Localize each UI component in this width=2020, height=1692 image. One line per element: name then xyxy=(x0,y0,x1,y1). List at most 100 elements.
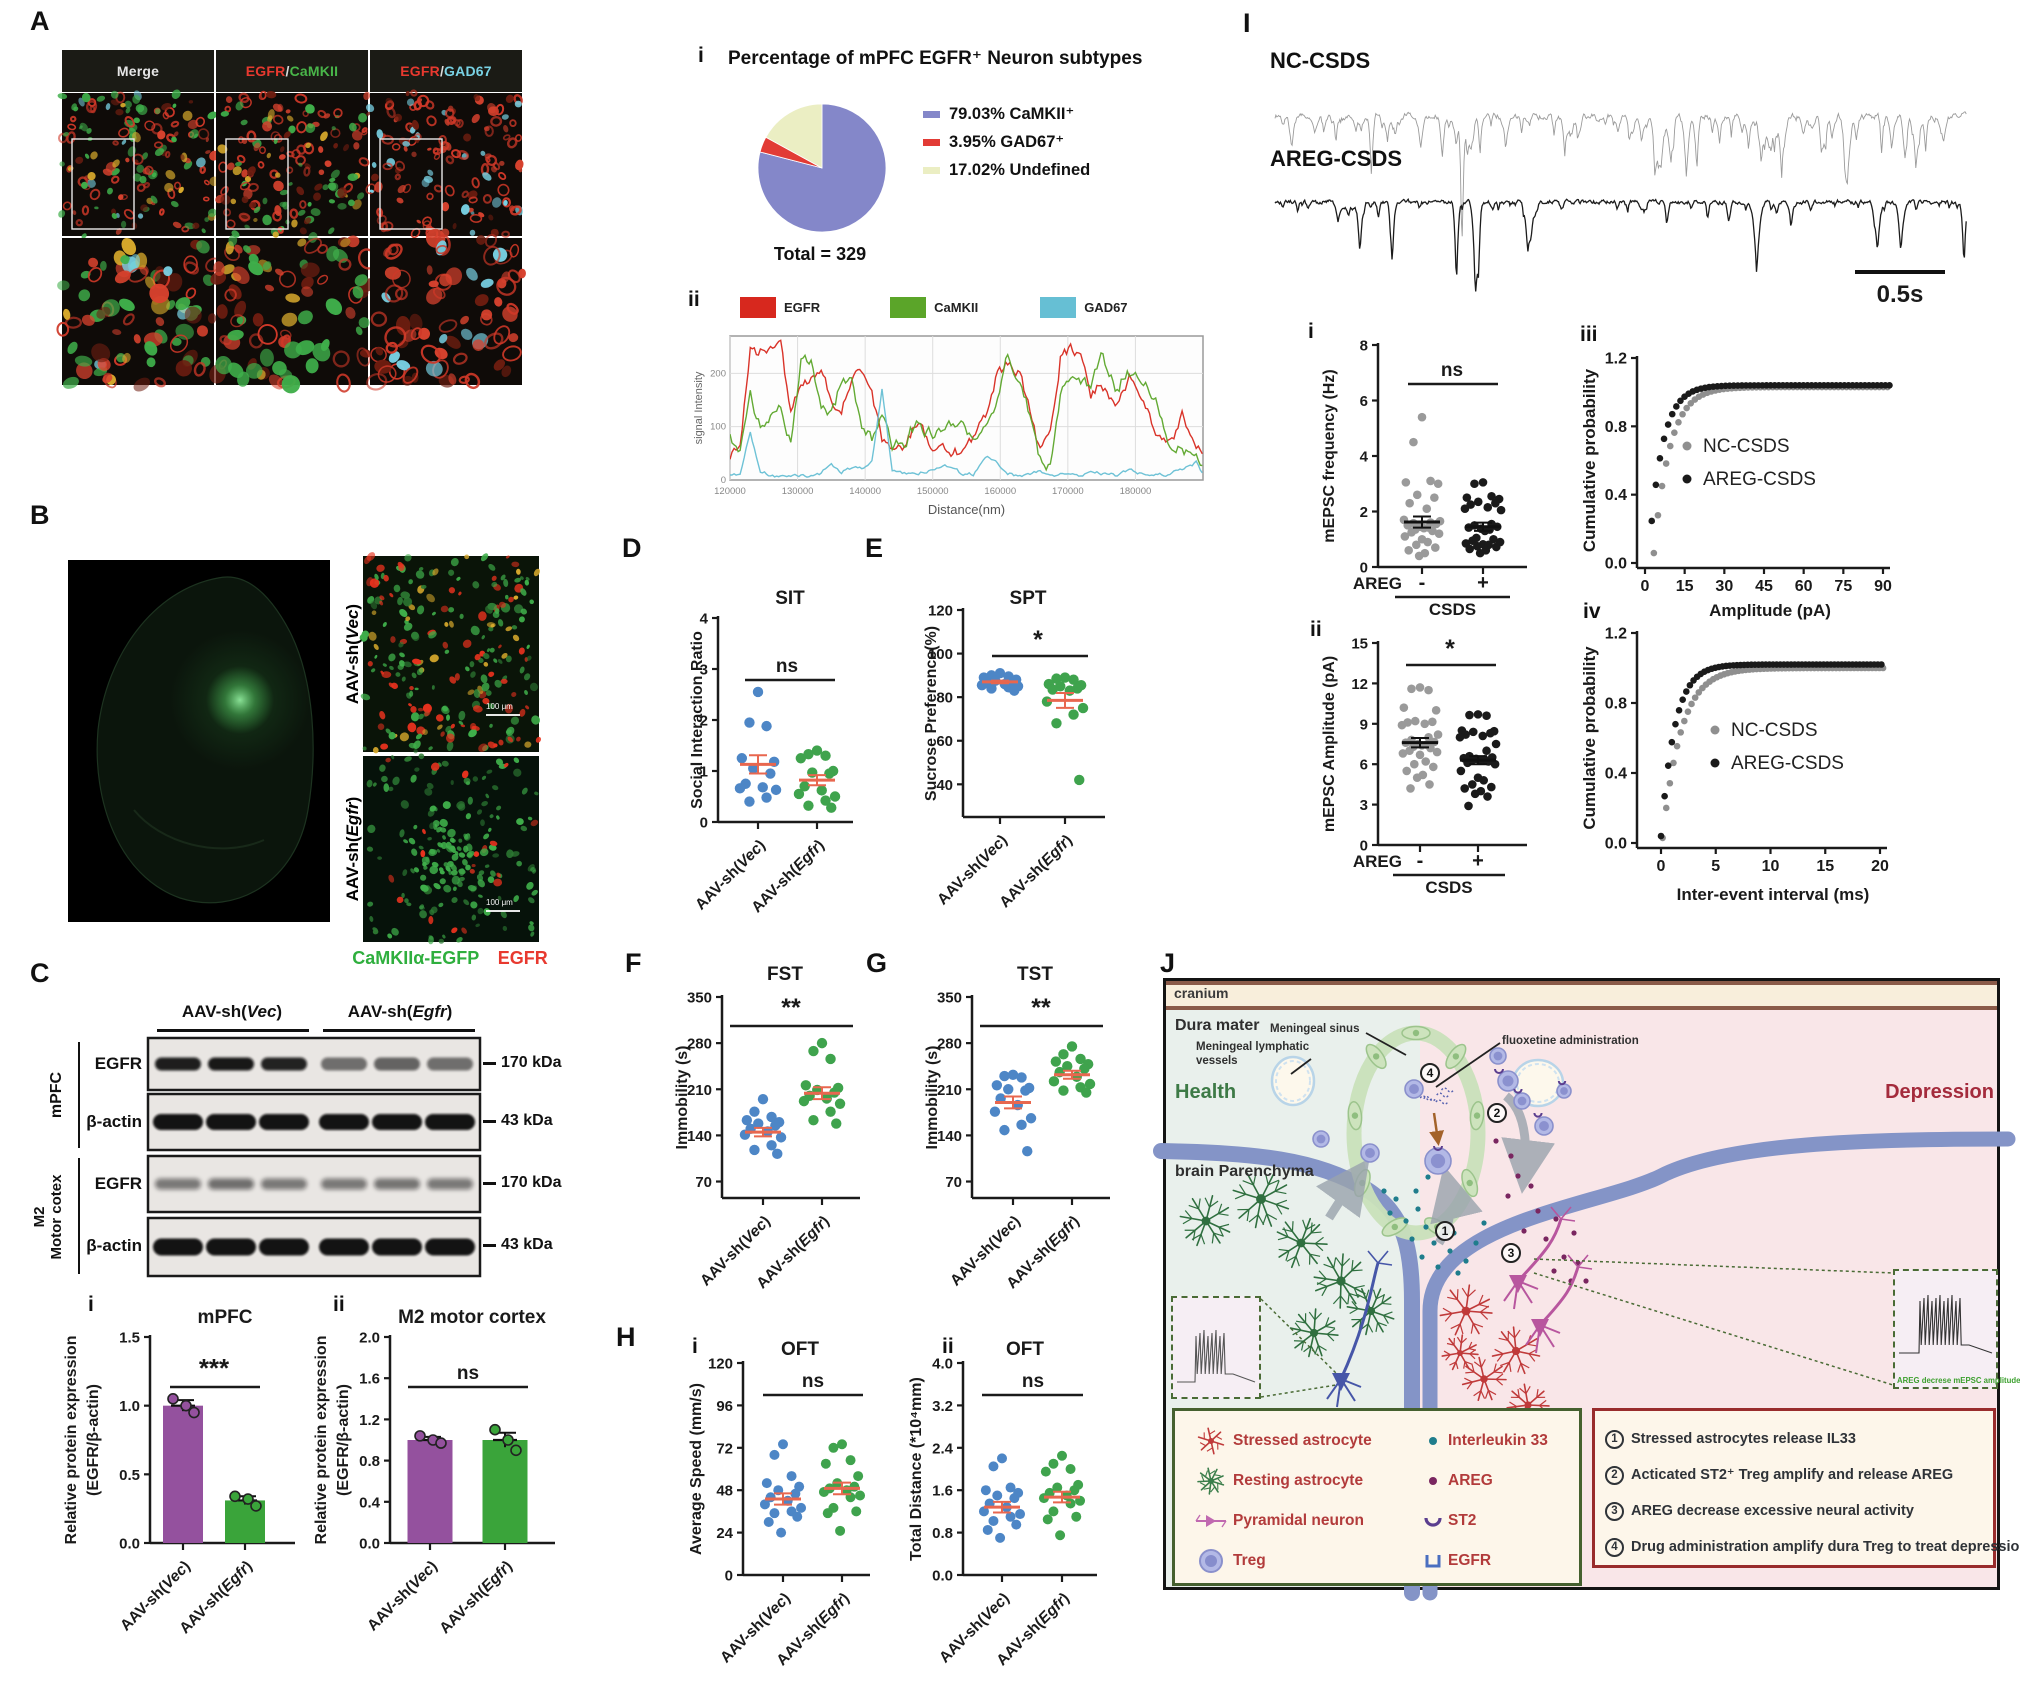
svg-text:0: 0 xyxy=(1360,560,1368,577)
svg-text:210: 210 xyxy=(937,1082,962,1099)
schematic-step-2-marker: 2 xyxy=(1487,1103,1507,1123)
svg-text:AAV-sh(Vec): AAV-sh(Vec) xyxy=(364,1558,441,1635)
svg-text:10: 10 xyxy=(1762,858,1780,875)
blot-mpfc-actin xyxy=(146,1092,482,1152)
svg-text:3.2: 3.2 xyxy=(932,1398,953,1415)
legend-treg: Treg xyxy=(1233,1552,1266,1569)
blot-m2-egfr xyxy=(146,1154,482,1214)
svg-text:0.8: 0.8 xyxy=(359,1453,380,1470)
profile-legend-egfr: EGFR xyxy=(784,300,821,315)
step-2-number: 2 xyxy=(1605,1465,1624,1485)
profile-legend-camkii: CaMKII xyxy=(934,300,979,315)
micrograph-header-merge: Merge xyxy=(62,50,214,92)
wb-row-actin-m2: β-actin xyxy=(86,1236,142,1255)
svg-text:+: + xyxy=(1472,850,1484,872)
header-merge-part1: Merge xyxy=(116,63,160,79)
schematic-drawing xyxy=(1153,1025,2016,1601)
trace-label-areg-csds: AREG-CSDS xyxy=(1270,146,1403,171)
egfr-suffix: ) xyxy=(343,796,362,803)
wb-dash-4 xyxy=(483,1244,496,1247)
areg-icon xyxy=(1418,1464,1448,1498)
svg-text:0.0: 0.0 xyxy=(359,1536,380,1553)
svg-text:100: 100 xyxy=(928,646,953,663)
wb-bracket-mpfc xyxy=(78,1042,80,1148)
wb-group-egfr: AAV-sh(Egfr) xyxy=(320,1002,480,1022)
panel-c-sub-ii: ii xyxy=(333,1293,345,1316)
pie-legend-label-camkii: 79.03% CaMKII⁺ xyxy=(949,105,1075,123)
svg-text:80: 80 xyxy=(936,690,953,707)
svg-text:(EGFR/β-actin): (EGFR/β-actin) xyxy=(335,1384,352,1496)
step-row-2: 2 Acticated ST2⁺ Treg amplify and release… xyxy=(1605,1457,1985,1493)
svg-text:0.8: 0.8 xyxy=(932,1525,953,1542)
svg-text:9: 9 xyxy=(1360,716,1368,733)
st2-icon xyxy=(1418,1504,1448,1538)
vec-suffix: ) xyxy=(343,603,362,610)
scalebar-egfr xyxy=(486,910,520,912)
step-1-text: Stressed astrocytes release IL33 xyxy=(1631,1431,1856,1447)
wb-dash-1 xyxy=(483,1062,496,1065)
wb-dash-3 xyxy=(483,1182,496,1185)
svg-text:Immobility (s): Immobility (s) xyxy=(924,1045,941,1149)
micrograph-egfr-gad67-top xyxy=(365,89,524,240)
profile-swatch-camkii xyxy=(890,297,927,318)
panel-g-letter: G xyxy=(866,948,888,978)
micrograph-egfr-camkii-top xyxy=(215,90,371,238)
svg-text:90: 90 xyxy=(1874,578,1892,595)
svg-text:140: 140 xyxy=(687,1128,712,1145)
svg-text:15: 15 xyxy=(1816,858,1834,875)
svg-text:+: + xyxy=(1477,572,1489,594)
header2-part2: / xyxy=(285,63,290,79)
schematic-step-4-marker: 4 xyxy=(1420,1063,1440,1083)
svg-text:15: 15 xyxy=(1676,578,1694,595)
svg-text:8: 8 xyxy=(1360,338,1368,355)
meningeal-lymphatic-label-1: Meningeal lymphatic xyxy=(1196,1041,1310,1053)
legend-row-1: Stressed astrocyte Interleukin 33 xyxy=(1189,1421,1573,1461)
svg-text:210: 210 xyxy=(687,1082,712,1099)
svg-text:350: 350 xyxy=(687,990,712,1007)
svg-text:60: 60 xyxy=(1795,578,1813,595)
cranium-band xyxy=(1166,981,1997,1010)
panel-j-letter: J xyxy=(1160,948,1176,978)
svg-text:(EGFR/β-actin): (EGFR/β-actin) xyxy=(85,1384,102,1496)
svg-text:0.0: 0.0 xyxy=(1605,556,1627,573)
wb-bracket-m2 xyxy=(78,1158,80,1274)
svg-text:1.0: 1.0 xyxy=(119,1398,140,1415)
chart-m2-quant: 0.0 0.4 0.8 1.2 1.6 2.0 M2 motor cortex Relativ… xyxy=(313,1307,555,1637)
trace-label-nc-csds: NC-CSDS xyxy=(1270,48,1371,73)
svg-text:AREG: AREG xyxy=(1353,852,1402,871)
svg-text:2.4: 2.4 xyxy=(932,1440,954,1457)
svg-text:20: 20 xyxy=(1871,858,1889,875)
legend-stressed-astrocyte: Stressed astrocyte xyxy=(1233,1432,1372,1449)
pie-total: Total = 329 xyxy=(773,244,867,264)
micrograph-merge-top xyxy=(57,89,220,239)
wb-underline-egfr xyxy=(323,1029,475,1032)
svg-text:signal Intensity: signal Intensity xyxy=(693,371,705,444)
svg-text:AREG-CSDS: AREG-CSDS xyxy=(1731,753,1844,774)
svg-text:30: 30 xyxy=(1715,578,1733,595)
svg-text:12: 12 xyxy=(1351,676,1368,693)
svg-text:Distance(nm): Distance(nm) xyxy=(928,502,1005,517)
vec-prefix: AAV-sh( xyxy=(343,639,362,705)
wb-kda-2: 43 kDa xyxy=(501,1112,553,1129)
svg-text:0.5s: 0.5s xyxy=(1877,281,1924,308)
svg-text:OFT: OFT xyxy=(781,1339,819,1360)
wb-kda-3: 170 kDa xyxy=(501,1174,562,1191)
wb-egfr-italic: Egfr xyxy=(412,1002,447,1021)
svg-text:15: 15 xyxy=(1351,636,1368,653)
micrograph-egfr-gad67-zoom xyxy=(366,228,526,391)
svg-text:3: 3 xyxy=(1360,797,1368,814)
chart-mepsc-amplitude: 0 3 6 9 12 15 mEPSC Amplitude (pA) * AREG - +CSDS xyxy=(1321,635,1527,897)
wb-side-mpfc: mPFC xyxy=(48,1071,65,1119)
header2-part3: CaMKII xyxy=(289,63,339,79)
svg-text:*: * xyxy=(1445,635,1455,663)
svg-text:TST: TST xyxy=(1017,964,1053,985)
header3-part2: / xyxy=(439,63,445,79)
svg-text:60: 60 xyxy=(936,733,953,750)
svg-text:0.4: 0.4 xyxy=(1605,766,1627,783)
svg-text:NC-CSDS: NC-CSDS xyxy=(1703,436,1790,457)
schematic-step-3-marker: 3 xyxy=(1501,1243,1521,1263)
svg-text:5: 5 xyxy=(1711,858,1720,875)
svg-text:120: 120 xyxy=(708,1356,733,1373)
profile-swatch-egfr xyxy=(740,297,776,318)
svg-text:Relative protein expression: Relative protein expression xyxy=(63,1336,80,1545)
